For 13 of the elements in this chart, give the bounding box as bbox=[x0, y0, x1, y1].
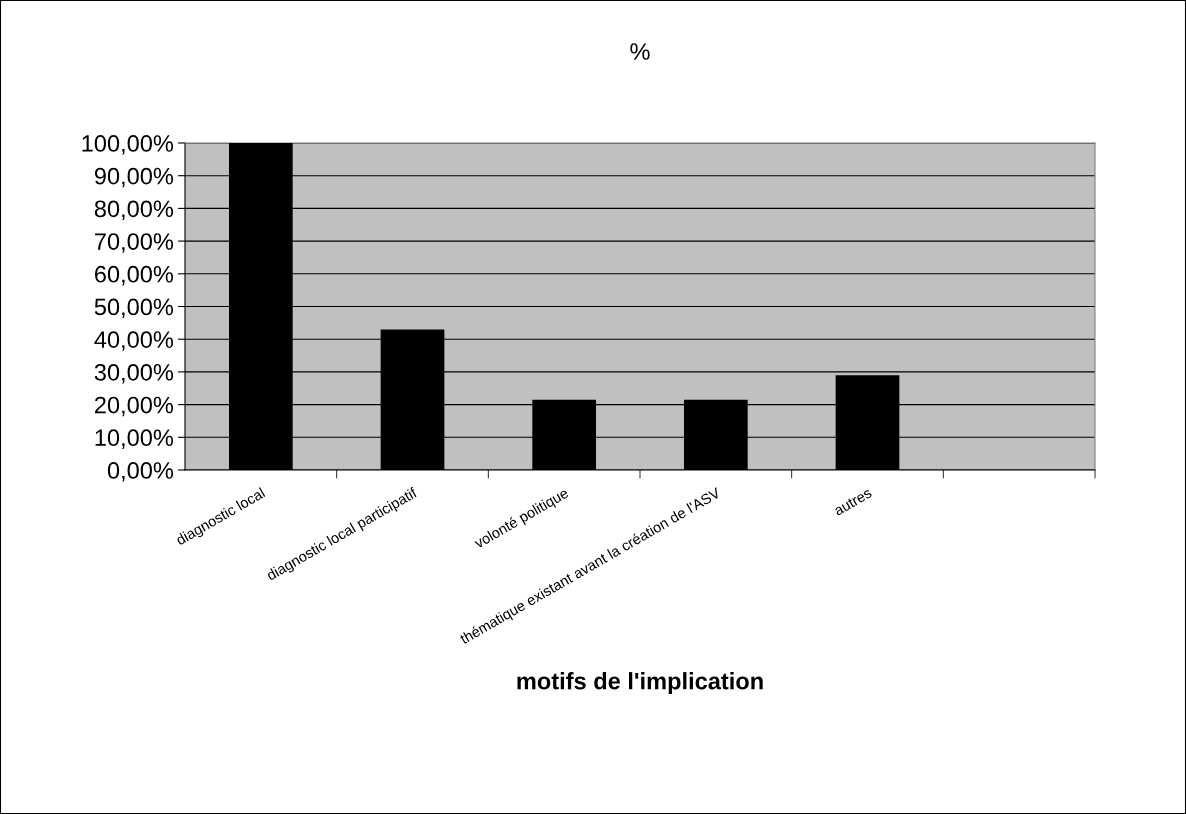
y-tick-label: 80,00% bbox=[94, 200, 174, 220]
y-tick-label: 30,00% bbox=[94, 363, 174, 384]
y-tick-label: 50,00% bbox=[94, 298, 174, 319]
y-tick-label: 70,00% bbox=[95, 233, 174, 253]
y-tick-label: 40,00% bbox=[94, 331, 174, 351]
y-tick-label: 60,00% bbox=[95, 265, 174, 286]
y-tick-label: 10,00% bbox=[95, 429, 174, 449]
x-axis-title: motifs de l'implication bbox=[517, 672, 763, 695]
chart-title: % bbox=[630, 43, 650, 60]
y-tick-label: 100,00% bbox=[82, 135, 174, 155]
y-tick-label: 20,00% bbox=[95, 396, 174, 417]
y-tick-label: 0,00% bbox=[107, 462, 174, 482]
y-tick-label: 90,00% bbox=[94, 167, 174, 188]
